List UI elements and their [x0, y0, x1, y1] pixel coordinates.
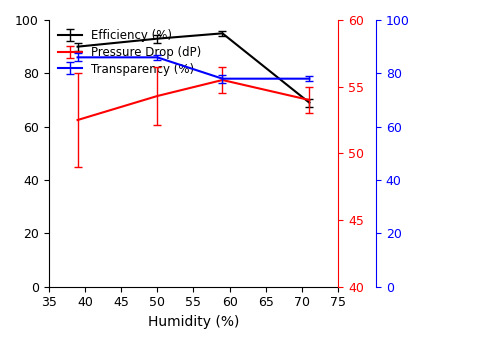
Legend: Efficiency (%), Pressure Drop (dP), Transparency (%): Efficiency (%), Pressure Drop (dP), Tran…: [54, 26, 205, 79]
X-axis label: Humidity (%): Humidity (%): [148, 315, 239, 329]
